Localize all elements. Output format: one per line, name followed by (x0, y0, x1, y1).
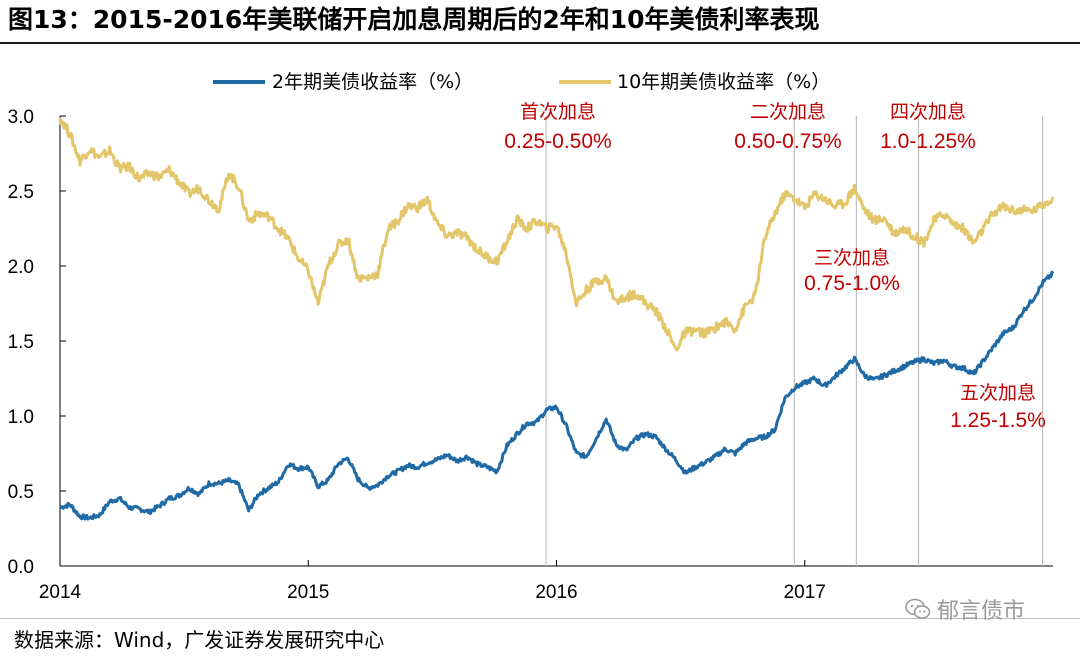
y-tick-label-3.0: 3.0 (8, 107, 34, 128)
annotations: 首次加息 0.25-0.50% 二次加息 0.50-0.75% 三次加息 0.75-1.0… (504, 101, 1046, 432)
axes: 0.0 0.5 1.0 1.5 2.0 2.5 3.0 2014 2015 2016 2017 (8, 107, 1053, 603)
series-10y-yield-line (58, 117, 1055, 352)
x-tick-label-2016: 2016 (535, 582, 577, 603)
x-tick-label-2015: 2015 (287, 582, 329, 603)
third-hike-label: 三次加息 (814, 247, 890, 269)
y-tick-label-0.5: 0.5 (8, 482, 34, 503)
y-tick-label-2.0: 2.0 (8, 257, 34, 278)
series-2y-yield-line (59, 270, 1055, 521)
second-hike-range: 0.50-0.75% (734, 130, 841, 153)
watermark-text: 郁言债市 (937, 599, 1026, 624)
title-underline (0, 42, 1080, 44)
third-hike-range: 0.75-1.0% (804, 272, 900, 295)
rate-hike-marker-lines (545, 116, 1044, 566)
line-chart: 0.0 0.5 1.0 1.5 2.0 2.5 3.0 2014 2015 2016 2017 2年… (8, 71, 1055, 603)
y-tick-label-1.0: 1.0 (8, 407, 34, 428)
legend: 2年期美债收益率（%） 10年期美债收益率（%） (213, 71, 830, 93)
series-lines (58, 117, 1055, 521)
second-hike-label: 二次加息 (750, 101, 826, 123)
first-hike-label: 首次加息 (520, 101, 596, 123)
y-tick-label-2.5: 2.5 (8, 182, 34, 203)
fourth-hike-label: 四次加息 (890, 101, 966, 123)
fourth-hike-range: 1.0-1.25% (880, 130, 976, 153)
footer-divider (0, 618, 1080, 619)
x-tick-label-2017: 2017 (784, 582, 826, 603)
legend-label-2: 10年期美债收益率（%） (617, 71, 830, 93)
legend-label-1: 2年期美债收益率（%） (272, 71, 473, 93)
data-source: 数据来源：Wind，广发证券发展研究中心 (14, 628, 385, 652)
fifth-hike-range: 1.25-1.5% (950, 409, 1046, 432)
wechat-icon (905, 598, 931, 619)
figure-title: 图13：2015-2016年美联储开启加息周期后的2年和10年美债利率表现 (8, 5, 820, 34)
first-hike-range: 0.25-0.50% (504, 130, 611, 153)
fifth-hike-label: 五次加息 (960, 382, 1036, 404)
x-tick-label-2014: 2014 (39, 582, 82, 603)
watermark: 郁言债市 (905, 593, 1025, 625)
y-tick-label-1.5: 1.5 (8, 332, 34, 353)
y-tick-label-0.0: 0.0 (8, 557, 34, 578)
